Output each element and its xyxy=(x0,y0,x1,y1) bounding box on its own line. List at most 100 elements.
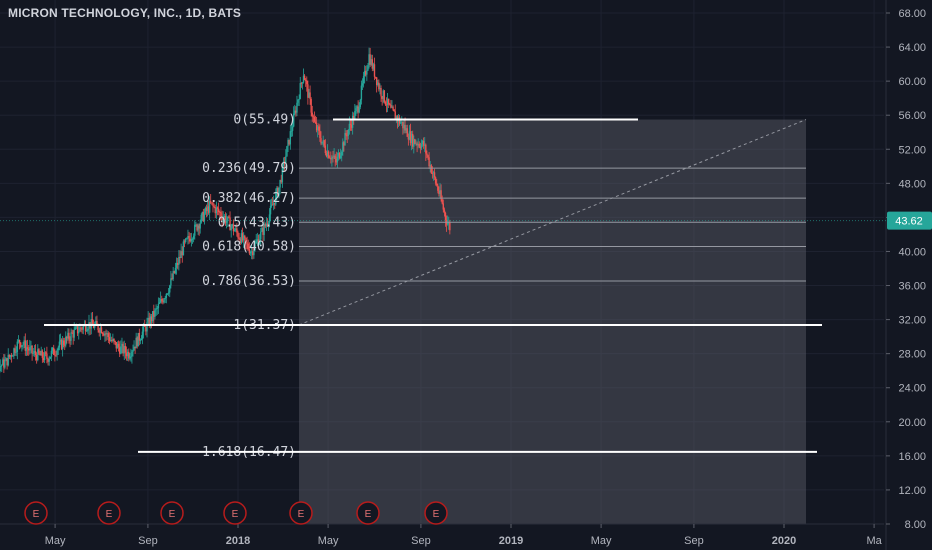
candle-body xyxy=(90,319,92,329)
candle-body xyxy=(263,224,265,235)
earnings-marker[interactable]: E xyxy=(356,501,380,525)
candle-body xyxy=(181,251,183,256)
candle-body xyxy=(92,324,95,328)
candle-body xyxy=(241,233,244,241)
earnings-marker[interactable]: E xyxy=(289,501,313,525)
candle-body xyxy=(97,324,99,331)
candle-body xyxy=(443,209,446,213)
candle-body xyxy=(137,332,139,347)
candle-body xyxy=(348,123,351,130)
price-tick-label: 60.00 xyxy=(898,76,926,88)
candle-body xyxy=(384,101,387,105)
fibonacci-zone xyxy=(298,119,807,524)
earnings-marker[interactable]: E xyxy=(160,501,184,525)
candle-body xyxy=(409,131,412,144)
candle-body xyxy=(142,325,145,332)
candle-body xyxy=(400,122,402,124)
time-axis[interactable]: May Sep 2018 May Sep 2019 May Sep 2020 Ma xyxy=(0,523,884,547)
candle-body xyxy=(200,214,202,223)
time-tick-label: Ma xyxy=(866,535,882,547)
candle-body xyxy=(422,140,425,146)
candle-body xyxy=(205,207,208,212)
candle-body xyxy=(361,83,364,86)
candle-body xyxy=(253,250,255,256)
candle-body xyxy=(172,271,174,280)
candle-body xyxy=(357,106,359,113)
candle-body xyxy=(212,202,214,206)
candle-body xyxy=(54,354,56,356)
candle-body xyxy=(51,347,54,351)
candle-body xyxy=(366,70,368,75)
candle-body xyxy=(70,332,72,341)
candle-body xyxy=(245,237,247,243)
last-price-tag: 43.62 xyxy=(0,211,932,230)
candle-body xyxy=(55,354,57,356)
earnings-marker-circle xyxy=(424,501,448,525)
candle-body xyxy=(216,207,219,209)
time-tick-label: Sep xyxy=(138,535,158,547)
candle-body xyxy=(406,128,408,137)
candle-body xyxy=(42,357,45,361)
candle-body xyxy=(34,351,37,356)
candle-body xyxy=(158,302,161,304)
candle-body xyxy=(45,352,47,354)
candle-body xyxy=(401,121,403,123)
candle-body xyxy=(175,262,178,268)
candle-body xyxy=(318,126,320,131)
candle-body xyxy=(161,299,163,301)
candle-body xyxy=(255,241,257,244)
candle-body xyxy=(387,98,390,105)
candle-body xyxy=(305,80,307,81)
last-price-label: 43.62 xyxy=(895,216,923,228)
candle-body xyxy=(136,337,138,347)
candle-body xyxy=(123,345,125,354)
candle-body xyxy=(10,355,13,357)
candle-body xyxy=(173,271,175,273)
fib-level-label: 0.786(36.53) xyxy=(202,274,296,289)
candle-body xyxy=(249,251,252,254)
candle-body xyxy=(228,216,230,218)
candle-body xyxy=(147,317,149,323)
candle-body xyxy=(145,326,147,332)
candle-body xyxy=(320,138,322,144)
candle-body xyxy=(38,349,40,354)
candle-body xyxy=(31,345,33,354)
earnings-marker[interactable]: E xyxy=(24,501,48,525)
candle-body xyxy=(29,347,31,351)
candle-body xyxy=(368,54,370,66)
earnings-marker-label: E xyxy=(298,509,305,520)
candle-body xyxy=(26,347,29,349)
candle-body xyxy=(120,346,122,354)
candle-body xyxy=(129,356,131,359)
candle-body xyxy=(184,238,187,243)
candle-body xyxy=(2,359,4,366)
price-axis[interactable]: 8.00 12.00 16.00 20.00 24.00 28.00 32.00 36.00 4… xyxy=(885,0,932,550)
candle-body xyxy=(433,172,436,178)
horizontal-lines[interactable] xyxy=(44,118,822,453)
candle-body xyxy=(336,156,339,163)
earnings-marker[interactable]: E xyxy=(97,501,121,525)
candle-body xyxy=(331,156,333,160)
candle-body xyxy=(211,202,213,204)
candle-body xyxy=(170,278,172,286)
candle-body xyxy=(220,212,222,217)
candle-body xyxy=(213,205,215,207)
candle-body xyxy=(18,340,21,343)
candle-body xyxy=(60,339,63,350)
candle-body xyxy=(323,140,325,146)
earnings-marker[interactable]: E xyxy=(424,501,448,525)
candle-body xyxy=(225,220,228,223)
candle-body xyxy=(239,238,241,243)
candle-body xyxy=(359,99,362,108)
time-tick-label: Sep xyxy=(411,535,431,547)
candle-body xyxy=(25,347,28,351)
candle-body xyxy=(270,204,273,206)
candle-body xyxy=(358,107,360,113)
candle-body xyxy=(351,115,354,128)
candle-body xyxy=(312,116,315,118)
candle-body xyxy=(130,356,132,358)
earnings-marker[interactable]: E xyxy=(223,501,247,525)
candle-body xyxy=(197,225,199,231)
